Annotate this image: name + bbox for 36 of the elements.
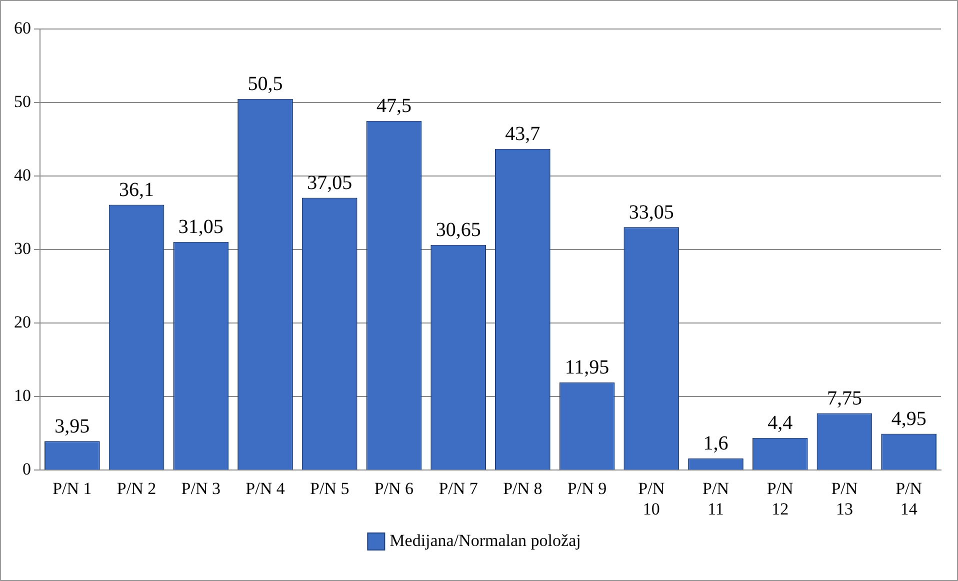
x-tick-label: P/N 9	[567, 478, 607, 498]
data-label: 36,1	[119, 178, 154, 201]
x-tick-label: P/N 7	[438, 478, 478, 498]
data-label: 4,4	[768, 412, 793, 434]
data-label: 1,6	[703, 432, 728, 455]
x-tick-label: P/N 3	[181, 478, 220, 498]
data-label: 30,65	[436, 219, 481, 242]
data-label: 37,05	[307, 172, 352, 194]
data-label: 47,5	[376, 95, 412, 118]
x-tick-label: P/N 13	[831, 478, 858, 518]
x-tick-label: P/N 14	[896, 478, 922, 518]
y-tick-label: 30	[14, 239, 31, 258]
x-tick-label: P/N 4	[246, 478, 286, 498]
data-label: 4,95	[891, 408, 926, 430]
y-tick-label: 20	[14, 312, 31, 332]
x-tick-label: P/N 2	[116, 478, 156, 498]
data-label: 50,5	[248, 73, 283, 96]
y-tick-label: 0	[22, 460, 31, 479]
x-tick-label: P/N 11	[702, 478, 729, 518]
x-tick-label: P/N 5	[310, 478, 350, 498]
data-label: 43,7	[505, 123, 540, 146]
x-tick-label: P/N 10	[638, 478, 665, 518]
y-tick-label: 10	[14, 386, 31, 406]
x-tick-label: P/N 8	[503, 478, 542, 498]
x-tick-label: P/N 6	[374, 478, 414, 498]
x-tick-label: P/N 1	[52, 478, 92, 498]
data-label: 11,95	[564, 356, 610, 379]
legend-label: Medijana/Normalan položaj	[390, 530, 581, 550]
y-tick-label: 50	[14, 92, 31, 111]
x-tick-label: P/N 12	[766, 478, 794, 518]
data-label: 33,05	[628, 201, 674, 224]
data-label: 7,75	[826, 387, 862, 410]
data-label: 31,05	[178, 216, 224, 238]
y-tick-label: 60	[14, 18, 31, 38]
y-tick-label: 40	[14, 166, 31, 185]
data-label: 3,95	[54, 415, 90, 438]
